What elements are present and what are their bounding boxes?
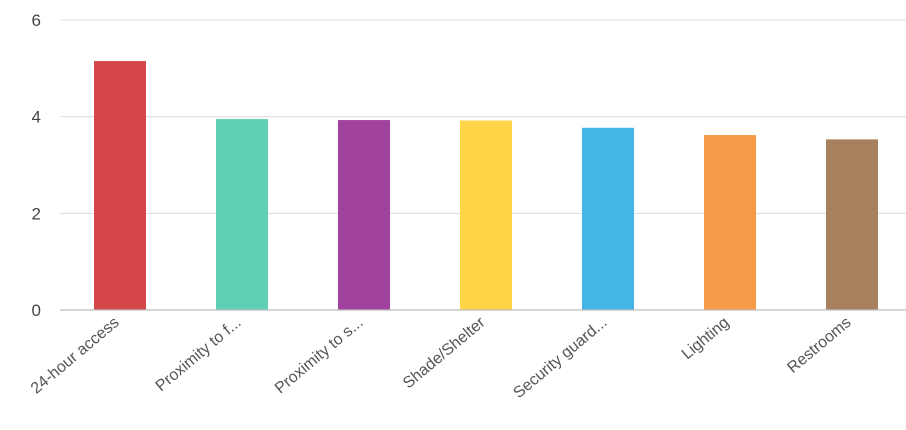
x-category-label: 24-hour access bbox=[28, 314, 123, 397]
x-category-label: Proximity to s... bbox=[272, 314, 367, 397]
x-category-label: Shade/Shelter bbox=[400, 314, 489, 393]
y-tick-label: 4 bbox=[32, 108, 41, 127]
bar[interactable] bbox=[582, 127, 634, 311]
y-tick-label: 0 bbox=[32, 301, 41, 320]
x-category-label: Lighting bbox=[679, 314, 733, 363]
bar[interactable] bbox=[338, 120, 390, 310]
y-tick-label: 6 bbox=[32, 11, 41, 30]
x-axis-labels: 24-hour access Proximity to f... Proximity… bbox=[28, 314, 855, 402]
bar[interactable] bbox=[94, 61, 146, 311]
bars bbox=[94, 61, 878, 311]
y-axis-ticks: 0 2 4 6 bbox=[32, 11, 41, 320]
bar[interactable] bbox=[216, 119, 268, 310]
y-tick-label: 2 bbox=[32, 204, 41, 223]
x-category-label: Security guard... bbox=[510, 314, 610, 402]
bar[interactable] bbox=[826, 139, 878, 310]
x-category-label: Restrooms bbox=[784, 314, 854, 377]
bar[interactable] bbox=[460, 120, 512, 311]
x-category-label: Proximity to f... bbox=[153, 314, 245, 395]
bar[interactable] bbox=[704, 135, 756, 310]
